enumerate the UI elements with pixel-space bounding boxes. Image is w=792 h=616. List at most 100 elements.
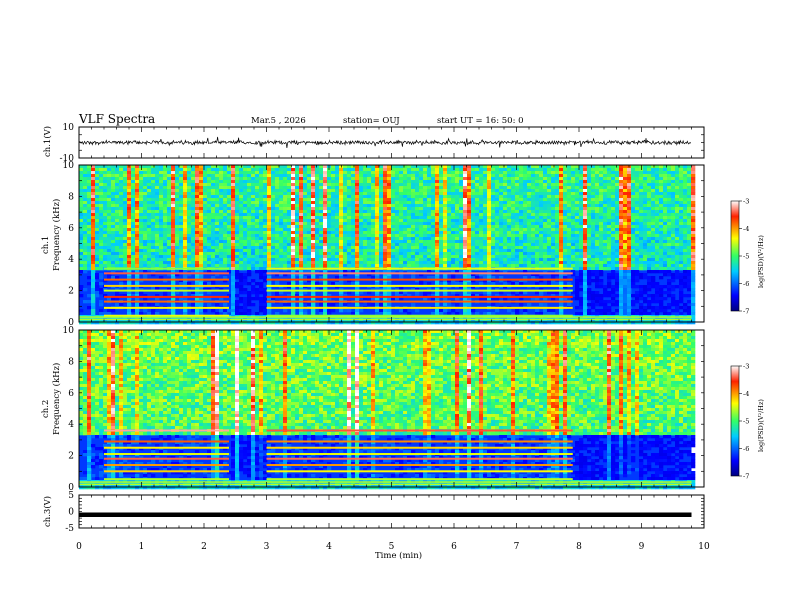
ch1-spectrogram-cell (135, 216, 139, 219)
ch1-spectrogram-cell (395, 258, 399, 261)
ch1-spectrogram-cell (167, 183, 171, 186)
ch1-spectrogram-cell (339, 204, 343, 207)
ch1-spectrogram-cell (203, 174, 207, 177)
ch1-spectrogram-cell (351, 204, 355, 207)
ch1-spectrogram-cell (215, 195, 219, 198)
ch1-spectrogram-cell (463, 249, 467, 252)
ch1-spectrogram-cell (243, 264, 247, 267)
ch1-spectrogram-cell (395, 204, 399, 207)
ch1-spectrogram-cell (363, 258, 367, 261)
ch1-spectrogram-cell (235, 204, 239, 207)
ch1-spectrogram-cell (115, 207, 119, 210)
ch1-spectrogram-cell (119, 252, 123, 255)
ch1-spectrogram-cell (223, 168, 227, 171)
ch1-spectrogram-cell (403, 225, 407, 228)
ch1-spectrogram-cell (311, 204, 315, 207)
ch1-spectrogram-cell (331, 180, 335, 183)
ch1-spectrogram-cell (147, 210, 151, 213)
ch1-spectrogram-cell (351, 198, 355, 201)
ch1-spectrogram-cell (283, 192, 287, 195)
ch1-spectrogram-cell (415, 207, 419, 210)
ch1-spectrogram-cell (171, 195, 175, 198)
ch1-spectrogram-cell (407, 261, 411, 264)
ch1-spectrogram-cell (411, 249, 415, 252)
ch1-spectrogram-cell (407, 243, 411, 246)
ch1-spectrogram-cell (143, 261, 147, 264)
ch1-spectrogram-cell (99, 255, 103, 258)
ch1-spectrogram-cell (291, 255, 295, 258)
ch1-spectrogram-cell (351, 228, 355, 231)
ch1-spectrogram-cell (311, 174, 315, 177)
ch1-spectrogram-cell (239, 186, 243, 189)
ch1-spectrogram-cell (231, 186, 235, 189)
ch1-spectrogram-cell (455, 180, 459, 183)
ch1-spectrogram-cell (215, 198, 219, 201)
ch1-spectrogram-cell (343, 219, 347, 222)
ch1-spectrogram-cell (79, 231, 83, 234)
ch1-spectrogram-cell (275, 264, 279, 267)
ch1-spectrogram-cell (203, 168, 207, 171)
ch1-spectrogram-cell (467, 198, 471, 201)
ch1-spectrogram-cells (79, 165, 695, 324)
ch1-spectrogram-cell (199, 192, 203, 195)
ch1-spectrogram-cell (335, 261, 339, 264)
ch1-spectrogram-cell (447, 198, 451, 201)
ch1-spectrogram-cell (279, 192, 283, 195)
ch1-spectrogram-cell (439, 228, 443, 231)
ch1-spectrogram-cell (143, 213, 147, 216)
ch1-spectrogram-cell (103, 201, 107, 204)
ch1-spectrogram-cell (411, 174, 415, 177)
ch1-spectrogram-cell (415, 261, 419, 264)
ch1-spectrogram-cell (223, 234, 227, 237)
ch1-spectrogram-cell (355, 189, 359, 192)
ch1-spectrogram-cell (247, 321, 251, 324)
ch1-spectrogram-cell (499, 249, 503, 252)
ch1-spectrogram-cell (471, 192, 475, 195)
ch1-spectrogram-cell (91, 309, 95, 312)
ch1-spectrogram-cell (315, 216, 319, 219)
ch1-spectrogram-cell (351, 213, 355, 216)
ch1-spectrogram-cell (411, 189, 415, 192)
ch1-spectrogram-cell (207, 213, 211, 216)
ch1-spectrogram-cell (451, 201, 455, 204)
ch1-spectrogram-cell (379, 246, 383, 249)
ch1-spectrogram-cell (323, 210, 327, 213)
ch1-spectrogram-cell (395, 198, 399, 201)
ch1-spectrogram-cell (171, 261, 175, 264)
ch1-spectrogram-cell (447, 252, 451, 255)
ch1-spectrogram-cell (203, 180, 207, 183)
ch1-spectrogram-cell (315, 258, 319, 261)
ch1-spectrogram-cell (83, 240, 87, 243)
ch1-spectrogram-cell (351, 234, 355, 237)
ch1-spectrogram-cell (415, 186, 419, 189)
ch1-spectrogram-cell (143, 177, 147, 180)
ch1-spectrogram-cell (239, 246, 243, 249)
ch1-spectrogram-cell (343, 195, 347, 198)
ch1-spectrogram-cell (87, 237, 91, 240)
ch1-spectrogram-cell (499, 204, 503, 207)
ch1-spectrogram-cell (443, 240, 447, 243)
ch1-spectrogram-cell (431, 195, 435, 198)
ch1-spectrogram-cell (491, 210, 495, 213)
ch1-spectrogram-cell (143, 207, 147, 210)
ch1-spectrogram-cell (387, 252, 391, 255)
ch1-spectrogram-cell (435, 309, 439, 312)
ch1-spectrogram-cell (431, 201, 435, 204)
ch1-spectrogram-cell (347, 228, 351, 231)
ch1-spectrogram-cell (399, 186, 403, 189)
ch1-spectrogram-cell (95, 240, 99, 243)
ch1-spectrogram-cell (355, 210, 359, 213)
ch1-spectrogram-cell (387, 192, 391, 195)
ch1-spectrogram-cell (347, 183, 351, 186)
ch1-spectrogram-cell (355, 252, 359, 255)
ch1-spectrogram-cell (195, 171, 199, 174)
ch1-spectrogram-cell (351, 321, 355, 324)
ch1-spectrogram-cell (303, 189, 307, 192)
ch1-spectrogram-cell (403, 174, 407, 177)
ch1-spectrogram-cell (363, 255, 367, 258)
ch1-spectrogram-cell (387, 168, 391, 171)
ch1-spectrogram-cell (359, 168, 363, 171)
ch1-spectrogram-cell (379, 198, 383, 201)
ch1-spectrogram-cell (503, 174, 507, 177)
ch1-spectrogram-cell (211, 309, 215, 312)
